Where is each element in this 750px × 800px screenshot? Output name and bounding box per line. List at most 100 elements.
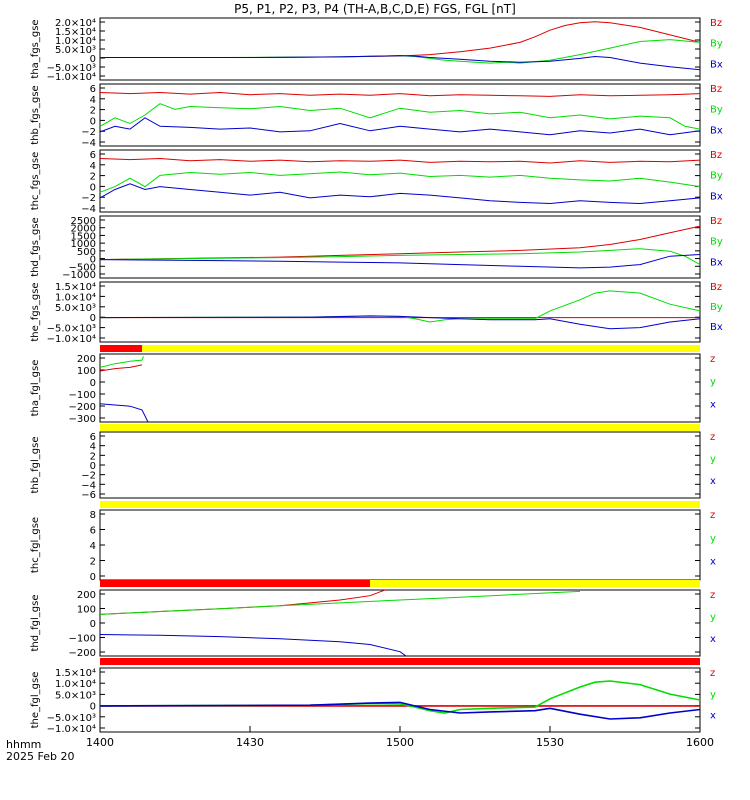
y-tick-label: 1.5×10⁴ — [55, 282, 96, 293]
panel-frame — [99, 431, 701, 499]
series-line-By — [99, 248, 701, 266]
status-bar-segment — [370, 580, 700, 587]
legend-label: x — [710, 399, 716, 410]
series-line-Bz — [99, 157, 701, 164]
panel-frame — [99, 281, 701, 343]
y-axis-label: tha_fgs_gse — [30, 19, 41, 78]
series-line-x — [99, 634, 407, 657]
y-tick-label: 1500 — [71, 231, 96, 242]
y-tick-label: 2.0×10⁴ — [55, 18, 96, 29]
y-tick-label: 4 — [90, 541, 96, 552]
y-tick-label: −6 — [81, 490, 96, 501]
y-tick-label: 0 — [90, 54, 96, 65]
legend-label: y — [710, 533, 716, 544]
y-tick-label: −5.0×10³ — [47, 63, 96, 74]
legend-label: Bz — [710, 282, 722, 293]
legend-label: Bz — [710, 150, 722, 161]
legend-label: Bx — [710, 257, 723, 268]
y-tick-label: 5.0×10³ — [55, 303, 96, 314]
y-tick-label: −500 — [69, 262, 96, 273]
legend-label: Bx — [710, 125, 723, 136]
legend-label: x — [710, 476, 716, 487]
legend-label: y — [710, 689, 716, 700]
y-tick-label: 2 — [90, 557, 96, 568]
y-axis-label: thd_fgs_gse — [30, 217, 41, 276]
y-tick-label: −2 — [81, 471, 96, 482]
y-tick-label: −2 — [81, 127, 96, 138]
panel-frame — [99, 17, 701, 81]
legend-label: Bx — [710, 59, 723, 70]
y-tick-label: 0 — [90, 461, 96, 472]
y-tick-label: 100 — [77, 605, 96, 616]
legend-label: By — [710, 39, 723, 50]
series-line-By — [99, 103, 701, 130]
series-line-x — [99, 701, 701, 720]
y-tick-label: −5.0×10³ — [47, 713, 96, 724]
series-line-x — [99, 403, 149, 423]
y-tick-label: 6 — [90, 526, 96, 537]
status-bar-segment — [100, 501, 700, 508]
legend-label: y — [710, 454, 716, 465]
y-axis-label: the_fgl_gse — [30, 672, 41, 729]
legend-label: Bz — [710, 216, 722, 227]
y-tick-label: 2500 — [71, 216, 96, 227]
y-tick-label: 8 — [90, 510, 96, 521]
legend-label: Bz — [710, 18, 722, 29]
y-tick-label: 500 — [77, 247, 96, 258]
series-line-By — [100, 39, 701, 64]
y-axis-label: thc_fgs_gse — [30, 152, 41, 211]
y-tick-label: 0 — [90, 182, 96, 193]
panel-frame — [99, 509, 701, 581]
legend-label: By — [710, 302, 723, 313]
y-tick-label: −100 — [69, 390, 96, 401]
x-tick-label: 1600 — [686, 736, 714, 749]
y-tick-label: 4 — [90, 161, 96, 172]
y-tick-label: 200 — [77, 590, 96, 601]
y-tick-label: −1.0×10⁴ — [47, 724, 96, 735]
y-tick-label: −200 — [69, 648, 96, 659]
panel-frame — [99, 667, 701, 733]
legend-label: z — [710, 354, 715, 365]
y-axis-label: tha_fgl_gse — [30, 360, 41, 417]
legend-label: z — [710, 510, 715, 521]
series-line-Bx — [100, 55, 701, 71]
y-tick-label: 4 — [90, 95, 96, 106]
legend-label: By — [710, 237, 723, 248]
series-line-Bx — [99, 315, 701, 330]
legend-label: By — [710, 105, 723, 116]
y-tick-label: 0 — [90, 619, 96, 630]
y-axis-label: thb_fgl_gse — [30, 437, 41, 494]
legend-label: x — [710, 557, 716, 568]
legend-label: x — [710, 634, 716, 645]
y-tick-label: −1.0×10⁴ — [47, 72, 96, 83]
y-tick-label: 0 — [90, 702, 96, 713]
legend-label: z — [710, 668, 715, 679]
series-line-Bx — [99, 183, 701, 205]
y-tick-label: 0 — [90, 572, 96, 583]
series-line-y — [99, 356, 144, 368]
legend-label: y — [710, 612, 716, 623]
y-tick-label: −300 — [69, 414, 96, 425]
y-tick-label: 1.0×10⁴ — [55, 36, 96, 47]
y-tick-label: −4 — [81, 138, 96, 149]
legend-label: Bx — [710, 322, 723, 333]
y-tick-label: 1.5×10⁴ — [55, 668, 96, 679]
series-line-Bx — [99, 254, 701, 269]
y-tick-label: 5.0×10³ — [55, 690, 96, 701]
footer-label-hhmm: hhmm — [6, 738, 42, 751]
y-tick-label: −200 — [69, 402, 96, 413]
y-axis-label: thc_fgl_gse — [30, 517, 41, 573]
y-tick-label: 2 — [90, 106, 96, 117]
status-bar-segment — [100, 658, 700, 665]
y-axis-label: the_fgs_gse — [30, 282, 41, 341]
y-tick-label: 1.0×10⁴ — [55, 679, 96, 690]
series-line-y — [99, 680, 701, 714]
y-tick-label: 200 — [77, 354, 96, 365]
status-bar-segment — [100, 424, 700, 431]
series-line-Bz — [99, 225, 701, 261]
status-bar-segment — [100, 580, 370, 587]
legend-label: Bz — [710, 84, 722, 95]
y-tick-label: −1000 — [62, 270, 96, 281]
status-bar-segment — [100, 345, 142, 352]
